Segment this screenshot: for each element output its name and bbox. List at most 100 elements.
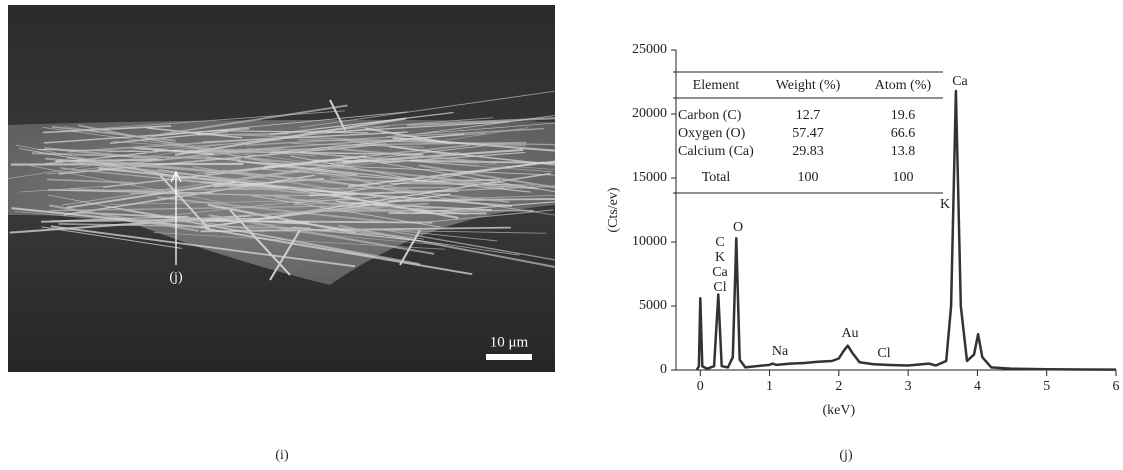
- table-cell: 100: [798, 170, 819, 185]
- fiber: [156, 196, 386, 223]
- fiber: [329, 99, 346, 131]
- fiber: [229, 209, 291, 276]
- fiber: [388, 197, 556, 202]
- fiber: [243, 156, 533, 189]
- peak-label: Au: [841, 326, 858, 341]
- fiber: [347, 160, 556, 188]
- table-cell: Total: [702, 170, 731, 185]
- fiber: [113, 186, 452, 191]
- y-tick-label: 25000: [632, 42, 667, 57]
- table-cell: 100: [893, 170, 914, 185]
- fiber: [406, 117, 556, 127]
- x-axis-label: (keV): [823, 403, 856, 418]
- fiber: [132, 146, 214, 156]
- fiber: [414, 209, 554, 224]
- fiber: [338, 224, 556, 268]
- fiber: [380, 228, 556, 261]
- fiber: [46, 178, 135, 184]
- fiber: [360, 229, 546, 234]
- fiber: [200, 148, 340, 152]
- fiber: [79, 211, 309, 225]
- fiber: [223, 172, 551, 226]
- fiber: [43, 127, 250, 144]
- fiber: [394, 229, 498, 242]
- fiber: [406, 158, 556, 170]
- spectrum-line: [695, 89, 1117, 371]
- scale-bar: [486, 354, 532, 360]
- x-tick-label: 3: [905, 379, 912, 394]
- table-cell: 12.7: [796, 108, 821, 123]
- fiber: [251, 195, 441, 228]
- fiber: [419, 174, 505, 189]
- fiber: [150, 111, 409, 137]
- y-tick-label: 0: [660, 362, 667, 377]
- fiber: [290, 155, 413, 180]
- peak-label: Na: [772, 344, 789, 359]
- fiber: [364, 127, 452, 145]
- fiber: [63, 174, 316, 216]
- x-tick-label: 1: [766, 379, 773, 394]
- fiber: [161, 192, 371, 217]
- pointer-arrowhead: [170, 170, 182, 183]
- fiber: [109, 130, 228, 144]
- fiber: [330, 178, 473, 185]
- fiber: [327, 147, 497, 164]
- scale-bar-label: 10 μm: [490, 334, 529, 350]
- table-header: Atom (%): [875, 78, 932, 93]
- table-cell: 66.6: [891, 126, 916, 141]
- fiber: [50, 215, 189, 222]
- fiber: [14, 211, 206, 229]
- fiber: [52, 110, 345, 133]
- table-header: Element: [693, 78, 740, 93]
- fiber: [45, 152, 147, 165]
- fiber: [332, 207, 449, 212]
- fiber: [160, 104, 348, 136]
- fiber: [159, 174, 211, 231]
- fiber: [69, 188, 290, 198]
- peak-label: Cl: [713, 280, 726, 295]
- fiber: [392, 136, 556, 152]
- fiber: [245, 127, 544, 146]
- x-tick-label: 0: [697, 379, 704, 394]
- fiber: [106, 139, 283, 153]
- fiber: [31, 152, 241, 161]
- panel-caption: (j): [839, 448, 853, 463]
- fiber: [325, 121, 510, 133]
- fiber: [293, 194, 556, 205]
- table-header: Weight (%): [776, 78, 841, 93]
- y-tick-label: 10000: [632, 234, 667, 249]
- fiber: [146, 127, 243, 139]
- fiber: [112, 140, 317, 157]
- fiber: [19, 183, 136, 193]
- fiber: [41, 226, 182, 249]
- fiber: [284, 117, 494, 134]
- fiber: [337, 155, 556, 193]
- fiber: [201, 180, 512, 207]
- y-tick-label: 20000: [632, 106, 667, 121]
- fiber: [384, 144, 471, 155]
- x-tick-label: 2: [835, 379, 842, 394]
- y-tick-label: 5000: [639, 298, 667, 313]
- fiber: [68, 136, 281, 153]
- fiber: [207, 203, 357, 235]
- fiber: [66, 156, 313, 181]
- fiber: [205, 227, 473, 276]
- y-tick-label: 15000: [632, 170, 667, 185]
- table-cell: Carbon (C): [678, 108, 742, 123]
- y-axis-label: (Cts/ev): [606, 187, 621, 232]
- table-cell: 57.47: [792, 126, 824, 141]
- fiber: [51, 125, 176, 142]
- fiber: [270, 111, 454, 136]
- x-tick-label: 6: [1113, 379, 1120, 394]
- fiber: [269, 229, 301, 281]
- fiber: [251, 161, 556, 176]
- peak-label: Ca: [712, 265, 728, 280]
- fiber: [300, 90, 556, 128]
- fiber: [388, 212, 487, 215]
- eds-chart: 0 5000 10000 15000 20000 25000 0 1 2 3 4 5 6 (keV) (Ct…: [606, 42, 1119, 418]
- fiber: [328, 145, 484, 165]
- table-cell: 29.83: [792, 144, 824, 159]
- fiber: [50, 225, 356, 268]
- fiber: [66, 181, 236, 209]
